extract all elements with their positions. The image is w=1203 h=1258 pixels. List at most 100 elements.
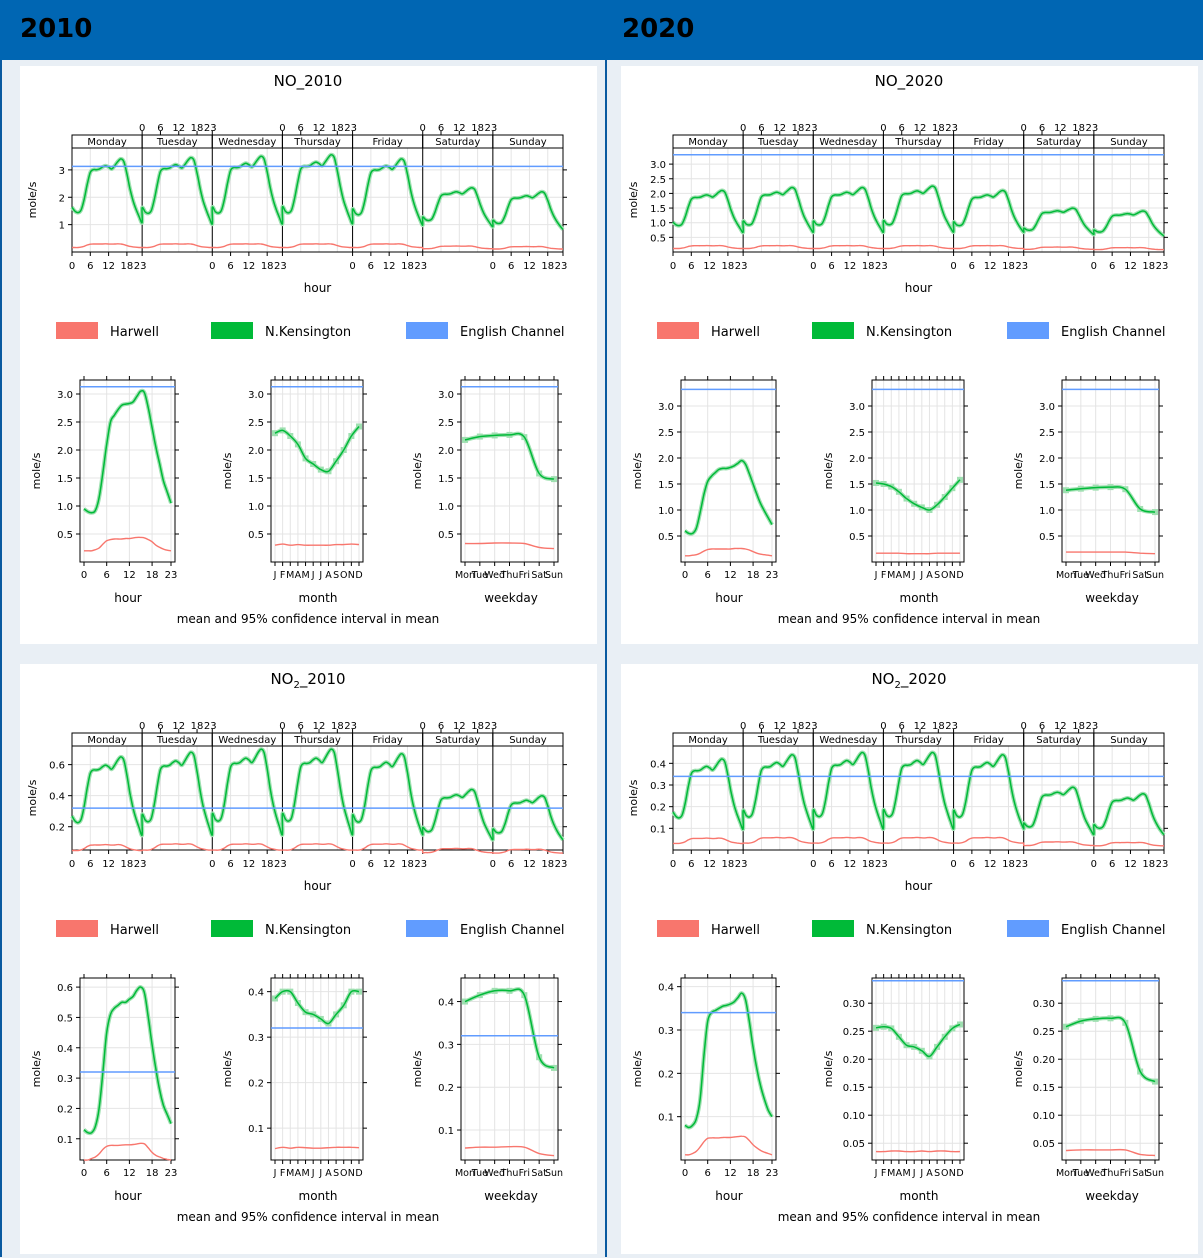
weekday-ytick: 0.5 xyxy=(1039,532,1055,543)
month-ytick: 2.5 xyxy=(849,428,865,439)
month-xtick: F xyxy=(280,570,285,581)
hour-ytick: 0.4 xyxy=(57,1044,73,1055)
weekday-xtick: Tue xyxy=(471,1168,488,1179)
weekday-ci-point xyxy=(1063,1023,1069,1030)
hour-xtick: 23 xyxy=(165,1168,178,1179)
weekly-hour-tick: 18 xyxy=(792,123,805,134)
weekly-hour-tick: 12 xyxy=(453,123,466,134)
weekly-hour-tick: 12 xyxy=(1054,123,1067,134)
weekly-hour-tick: 12 xyxy=(313,721,326,732)
series-nkensington xyxy=(672,751,1165,836)
weekly-hour-tick: 6 xyxy=(227,859,233,870)
weekly-hour-tick: 6 xyxy=(1039,721,1045,732)
month-ci-point xyxy=(356,423,362,430)
month-xtick: F xyxy=(881,570,886,581)
hour-xlabel: hour xyxy=(715,591,743,605)
series-nkensington xyxy=(71,748,564,841)
month-xtick: A xyxy=(896,570,903,581)
legend-swatch-0 xyxy=(56,322,98,339)
no2-2010-chart: NO2_2010 Monday Tuesday Wednesday Thursday Fr… xyxy=(26,670,567,1224)
weekly-hour-tick: 6 xyxy=(688,859,694,870)
weekly-hour-tick: 12 xyxy=(102,261,115,272)
weekday-ytick: 2.0 xyxy=(438,446,454,457)
weekly-hour-tick: 6 xyxy=(368,261,374,272)
month-ytick: 0.05 xyxy=(843,1139,865,1150)
weekly-hour-tick: 23 xyxy=(414,859,427,870)
hour-xtick: 6 xyxy=(705,1168,711,1179)
hour-xtick: 18 xyxy=(146,1168,159,1179)
month-ytick: 1.0 xyxy=(849,506,865,517)
series-harwell xyxy=(72,843,563,854)
hour-xtick: 23 xyxy=(766,1168,779,1179)
weekly-hour-tick: 12 xyxy=(984,859,997,870)
hour-ytick: 0.2 xyxy=(57,1104,73,1115)
no-2010-chart: NO_2010 Monday Tuesday Wednesday Thursday Fri… xyxy=(26,72,567,626)
weekday-ci-point xyxy=(1063,487,1069,494)
weekly-hour-tick: 12 xyxy=(1124,859,1137,870)
weekly-hour-tick: 23 xyxy=(805,721,818,732)
weekly-hour-tick: 18 xyxy=(792,721,805,732)
month-ytick: 2.0 xyxy=(849,454,865,465)
day-strip-thursday: Thursday xyxy=(293,137,341,148)
series-nkensington xyxy=(875,479,961,511)
day-strip-wednesday: Wednesday xyxy=(819,735,877,746)
series-harwell xyxy=(875,1150,961,1153)
weekly-hour-tick: 18 xyxy=(331,123,344,134)
month-xlabel: month xyxy=(299,591,338,605)
month-xtick: M xyxy=(301,570,309,581)
weekly-ytick: 2 xyxy=(59,193,65,204)
weekly-hour-tick: 0 xyxy=(349,859,355,870)
day-strip-thursday: Thursday xyxy=(894,137,942,148)
legend-label-0: Harwell xyxy=(711,923,760,938)
weekly-hour-tick: 0 xyxy=(880,123,886,134)
weekly-hour-tick: 18 xyxy=(722,261,735,272)
weekly-ytick: 1.0 xyxy=(650,219,666,230)
month-xtick: A xyxy=(926,570,933,581)
weekday-xtick: Sat xyxy=(1132,1168,1148,1179)
weekly-hour-tick: 12 xyxy=(243,261,256,272)
month-xtick: S xyxy=(333,1168,339,1179)
weekly-hour-tick: 23 xyxy=(945,123,958,134)
weekly-hour-tick: 23 xyxy=(414,261,427,272)
hour-xtick: 12 xyxy=(724,570,737,581)
hour-ytick: 0.3 xyxy=(57,1074,73,1085)
weekday-xtick: Tue xyxy=(1072,570,1089,581)
month-xtick: M xyxy=(902,570,910,581)
month-xtick: F xyxy=(881,1168,886,1179)
weekly-hour-tick: 6 xyxy=(87,261,93,272)
series-harwell xyxy=(274,1146,360,1150)
hour-ytick: 3.0 xyxy=(57,390,73,401)
hour-ytick: 1.0 xyxy=(658,506,674,517)
day-strip-tuesday: Tuesday xyxy=(156,735,198,746)
weekly-hour-tick: 12 xyxy=(773,721,786,732)
weekly-ylabel: mole/s xyxy=(627,779,640,816)
hour-panel: 0.5 1.0 1.5 2.0 2.5 3.0 0 6 12 18 23 mole/s hour xyxy=(30,376,179,605)
weekly-hour-tick: 6 xyxy=(508,261,514,272)
weekly-hour-tick: 6 xyxy=(969,261,975,272)
month-xtick: M xyxy=(286,1168,294,1179)
chart-title: NO2_2020 xyxy=(871,670,946,691)
weekly-hour-tick: 0 xyxy=(740,721,746,732)
weekly-hour-tick: 18 xyxy=(862,261,875,272)
legend-label-1: N.Kensington xyxy=(866,923,952,938)
weekly-hour-tick: 23 xyxy=(1085,721,1098,732)
panel-no2-2010: NO2_2010 Monday Tuesday Wednesday Thursday Fr… xyxy=(20,664,597,1254)
month-xtick: D xyxy=(956,570,963,581)
weekly-hour-tick: 0 xyxy=(349,261,355,272)
hour-ylabel: mole/s xyxy=(30,452,43,489)
weekly-hour-tick: 0 xyxy=(810,859,816,870)
month-xtick: S xyxy=(934,570,940,581)
weekly-hour-tick: 18 xyxy=(471,123,484,134)
weekly-hour-tick: 6 xyxy=(298,123,304,134)
series-nkensington xyxy=(83,389,172,514)
hour-xlabel: hour xyxy=(114,591,142,605)
month-ylabel: mole/s xyxy=(822,452,835,489)
weekly-hour-tick: 6 xyxy=(1109,859,1115,870)
month-ytick: 0.15 xyxy=(843,1083,865,1094)
weekly-hour-tick: 18 xyxy=(191,123,204,134)
weekly-ytick: 0.1 xyxy=(650,824,666,835)
weekday-ytick: 2.5 xyxy=(438,418,454,429)
weekly-hour-tick: 23 xyxy=(1156,859,1169,870)
hour-ytick: 0.6 xyxy=(57,983,73,994)
weekly-hour-tick: 0 xyxy=(420,123,426,134)
